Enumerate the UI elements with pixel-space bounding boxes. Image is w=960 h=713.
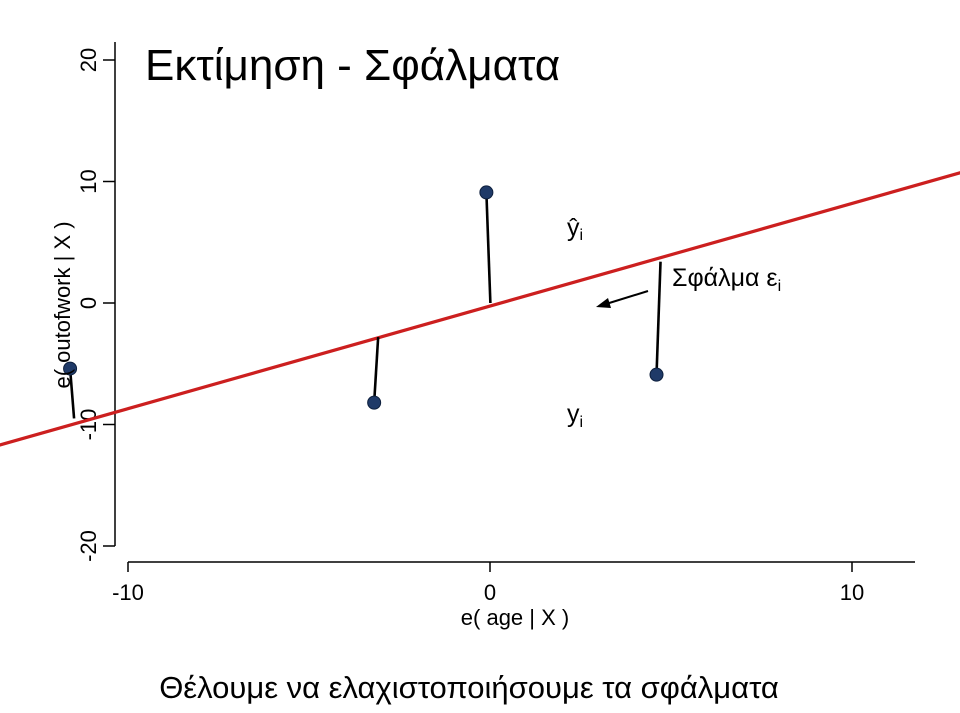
y-tick-label: 10: [76, 169, 101, 193]
y-tick-label: 0: [76, 297, 101, 309]
y-subscript: i: [580, 414, 584, 431]
annotation-y: yi: [567, 400, 583, 431]
svg-text:yi: yi: [567, 400, 583, 431]
data-point: [479, 185, 494, 200]
fitted-regression-line: [0, 171, 960, 447]
residual-segment: [372, 336, 380, 403]
chart-title: Εκτίμηση - Σφάλματα: [145, 41, 560, 90]
x-tick-label: -10: [112, 580, 144, 605]
y-axis-label: e( outofwork | X ): [50, 221, 75, 388]
data-point: [649, 367, 664, 382]
y-tick-label: -10: [76, 409, 101, 441]
residual-segment: [485, 192, 492, 304]
error-subscript: i: [778, 278, 782, 295]
x-axis-label: e( age | X ): [461, 605, 569, 630]
chart-panel: [3, 3, 957, 661]
svg-text:Σφάλμα εi: Σφάλμα εi: [672, 264, 781, 295]
annotation-yhat: ŷi: [567, 214, 583, 244]
y-tick-label: 20: [76, 48, 101, 72]
footer-caption: Θέλουμε να ελαχιστοποιήσουμε τα σφάλματα: [0, 668, 960, 713]
residual-segment: [655, 261, 662, 375]
x-tick-label: 0: [484, 580, 496, 605]
data-point: [367, 395, 382, 410]
error-label: Σφάλμα ε: [672, 264, 778, 292]
x-tick-label: 10: [840, 580, 864, 605]
data-point: [63, 361, 78, 376]
svg-text:ŷi: ŷi: [567, 214, 583, 244]
error-arrowhead: [596, 298, 611, 308]
y-label: y: [567, 400, 580, 428]
error-arrow-shaft: [605, 290, 649, 305]
chart-marks: [0, 171, 960, 447]
yhat-subscript: i: [580, 227, 584, 244]
annotation-error: Σφάλμα εi: [596, 264, 781, 308]
y-tick-label: -20: [76, 530, 101, 562]
footer-text: Θέλουμε να ελαχιστοποιήσουμε τα σφάλματα: [159, 670, 779, 705]
yhat-label: ŷ: [567, 214, 580, 242]
residual-segment: [68, 368, 76, 419]
